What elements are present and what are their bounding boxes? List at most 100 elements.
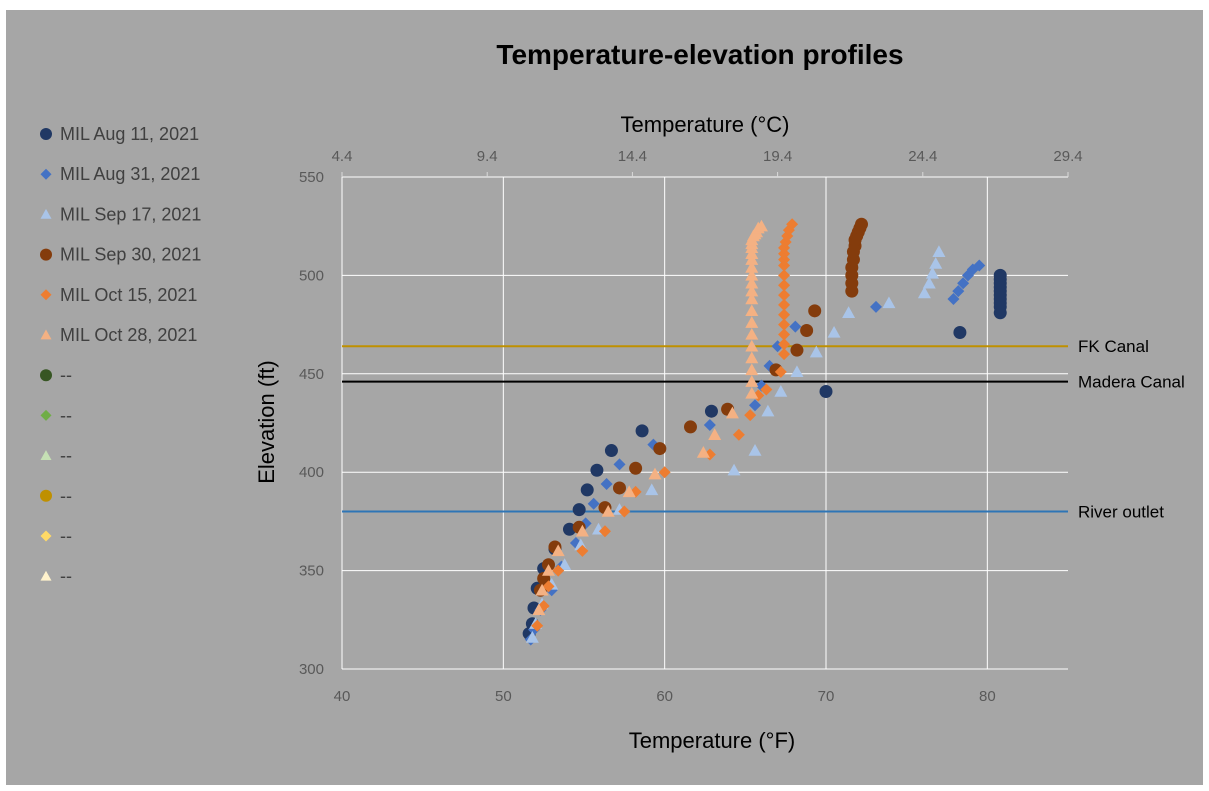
y-tick-label: 550 — [299, 169, 324, 186]
y-tick-label: 300 — [299, 661, 324, 678]
legend-marker — [40, 248, 52, 261]
data-point — [760, 383, 773, 396]
legend-marker — [40, 489, 52, 502]
data-point — [809, 345, 823, 358]
data-point — [532, 603, 546, 616]
legend-label: -- — [60, 526, 72, 546]
x2-tick-label: 9.4 — [477, 148, 498, 165]
x2-tick-label: 19.4 — [763, 148, 792, 165]
data-point — [778, 328, 791, 341]
x-tick-label: 60 — [656, 688, 673, 705]
data-point — [572, 503, 586, 517]
data-point — [703, 418, 716, 431]
data-point — [778, 289, 791, 302]
data-point — [774, 385, 788, 397]
data-point — [542, 564, 556, 576]
data-point — [645, 483, 659, 496]
data-point — [745, 292, 759, 305]
data-point — [973, 259, 986, 272]
data-point — [789, 320, 802, 333]
legend-marker — [40, 208, 52, 219]
legend-marker — [40, 530, 52, 542]
data-point — [778, 338, 791, 351]
data-point — [745, 276, 759, 289]
data-point — [601, 505, 615, 517]
data-point — [952, 285, 965, 298]
data-point — [587, 497, 600, 510]
data-point — [882, 296, 896, 309]
reference-line-label: River outlet — [1078, 503, 1164, 522]
y-tick-label: 450 — [299, 366, 324, 383]
data-point — [957, 277, 970, 290]
legend-marker — [40, 128, 52, 140]
legend-label: -- — [60, 405, 72, 425]
data-point — [562, 522, 576, 536]
data-point — [932, 245, 946, 257]
x2-tick-label: 24.4 — [908, 148, 937, 165]
legend-marker — [40, 168, 52, 180]
data-point — [525, 631, 539, 643]
chart-background — [6, 10, 1203, 785]
data-point — [745, 316, 759, 328]
legend-label: -- — [60, 486, 72, 506]
data-point — [929, 257, 943, 269]
data-point — [854, 217, 868, 231]
data-point — [754, 219, 768, 232]
data-point — [778, 308, 791, 321]
data-point — [658, 466, 671, 479]
data-point — [842, 306, 856, 318]
data-point — [870, 300, 883, 313]
data-point — [922, 276, 936, 289]
data-point — [774, 365, 787, 378]
x2-tick-label: 4.4 — [332, 148, 353, 165]
data-point — [947, 293, 960, 306]
data-point — [635, 424, 649, 438]
data-point — [819, 385, 833, 399]
y-tick-label: 350 — [299, 563, 324, 580]
legend-marker — [40, 450, 52, 460]
data-point — [745, 386, 759, 399]
data-point — [761, 404, 775, 417]
x-tick-label: 70 — [818, 688, 835, 705]
data-point — [745, 253, 759, 265]
data-point — [648, 467, 662, 480]
data-point — [790, 343, 804, 357]
x2-tick-label: 29.4 — [1053, 148, 1082, 165]
legend-label: MIL Aug 31, 2021 — [60, 164, 200, 184]
data-point — [790, 365, 804, 378]
reference-line-label: Madera Canal — [1078, 373, 1185, 392]
x-axis-title: Temperature (°F) — [629, 728, 796, 753]
data-point — [704, 404, 718, 418]
data-point — [590, 463, 604, 477]
data-point — [745, 375, 759, 387]
data-point — [629, 461, 643, 475]
y-axis-title: Elevation (ft) — [254, 360, 279, 484]
data-point — [748, 444, 762, 456]
data-point — [598, 525, 611, 538]
data-point — [725, 406, 739, 419]
data-point — [552, 564, 565, 577]
data-point — [745, 284, 759, 297]
data-point — [745, 363, 759, 376]
x2-axis-title: Temperature (°C) — [621, 112, 790, 137]
data-point — [778, 279, 791, 292]
gridlines — [341, 172, 1069, 670]
legend-marker — [40, 369, 52, 382]
data-point — [827, 325, 841, 338]
x-tick-label: 50 — [495, 688, 512, 705]
data-point — [993, 268, 1007, 282]
data-point — [558, 558, 572, 570]
x-tick-label: 40 — [334, 688, 351, 705]
reference-lines: FK Canal Madera Canal River outlet — [342, 337, 1185, 522]
data-point — [542, 580, 555, 593]
legend-marker — [40, 289, 52, 301]
data-points — [522, 217, 1007, 646]
legend-label: -- — [60, 566, 72, 586]
data-point — [727, 463, 741, 476]
y-tick-label: 400 — [299, 464, 324, 481]
data-point — [551, 544, 565, 557]
data-point — [744, 409, 757, 422]
data-point — [917, 286, 931, 299]
data-point — [622, 485, 636, 498]
data-point — [653, 442, 667, 456]
